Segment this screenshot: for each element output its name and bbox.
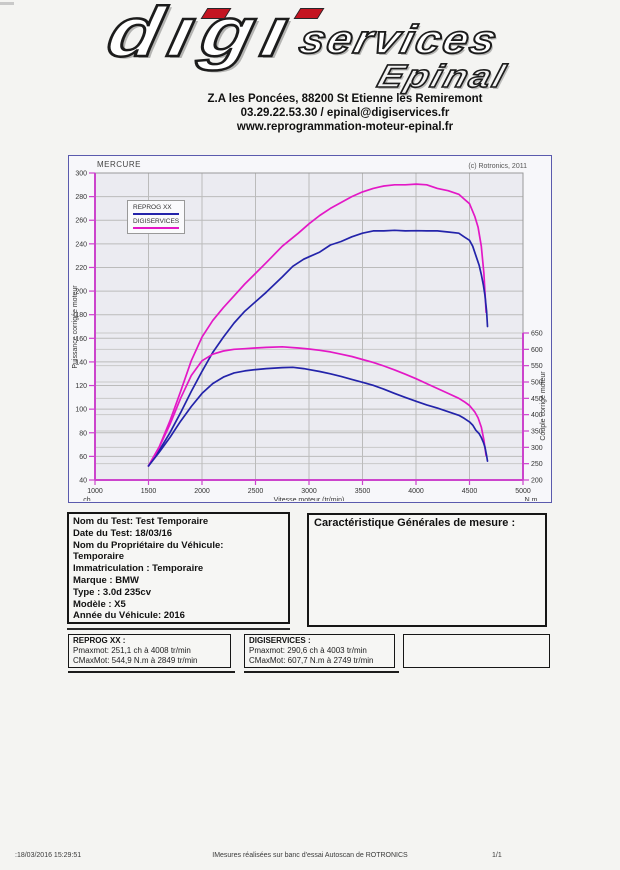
left-tick-label: 260 <box>75 218 87 225</box>
chart-title: MERCURE <box>97 160 141 169</box>
left-tick-label: 140 <box>75 359 87 366</box>
result-title: DIGISERVICES : <box>249 636 311 645</box>
company-address: Z.A les Poncées, 88200 St Etienne les Re… <box>35 92 620 134</box>
result-title: REPROG XX : <box>73 636 126 645</box>
right-tick-label: 450 <box>531 396 543 403</box>
result-underline <box>244 671 399 673</box>
dyno-chart-svg: 40 60 80 100 120 140 160 180 200 220 240 260 280 300 2… <box>72 160 547 504</box>
x-left-unit: ch <box>83 497 91 501</box>
left-tick-label: 160 <box>75 336 87 343</box>
x-tick-label: 1000 <box>87 488 103 495</box>
result-box-reprog: REPROG XX : Pmaxmot: 251,1 ch à 4008 tr/… <box>68 634 231 668</box>
test-info-line: Modèle : X5 <box>73 598 126 610</box>
right-tick-label: 550 <box>531 363 543 370</box>
x-tick-label: 2500 <box>248 488 264 495</box>
test-info-line: Type : 3.0d 235cv <box>73 586 151 598</box>
left-tick-label: 40 <box>79 478 87 485</box>
right-tick-label: 500 <box>531 380 543 387</box>
left-axis-title: Puissance corrigée moteur <box>72 285 79 369</box>
empty-result-box <box>403 634 550 668</box>
test-info-underline <box>67 628 290 630</box>
left-tick-label: 280 <box>75 194 87 201</box>
x-tick-label: 3500 <box>355 488 371 495</box>
result-line: Pmaxmot: 251,1 ch à 4008 tr/min <box>73 646 191 655</box>
left-tick-label: 220 <box>75 265 87 272</box>
logo-services: services <box>294 17 504 63</box>
test-info-line: Nom du Propriétaire du Véhicule: <box>73 539 224 551</box>
chart-legend: REPROG XX DIGISERVICES <box>127 200 186 234</box>
test-info-line: Nom du Test: Test Temporaire <box>73 516 209 527</box>
left-tick-label: 180 <box>75 312 87 319</box>
left-tick-label: 300 <box>75 171 87 178</box>
curve-DIGISERVICES couple (N.m) <box>147 345 487 467</box>
left-tick-label: 60 <box>79 454 87 461</box>
dyno-chart: 40 60 80 100 120 140 160 180 200 220 240 260 280 300 2… <box>68 155 552 504</box>
curve-REPROG XX puissance (ch) <box>147 229 489 467</box>
result-box-digiservices: DIGISERVICES : Pmaxmot: 290,6 ch à 4003 … <box>244 634 395 668</box>
result-line: CMaxMot: 607,7 N.m à 2749 tr/min <box>249 655 374 665</box>
scan-corner-mark <box>0 2 14 5</box>
result-line: Pmaxmot: 290,6 ch à 4003 tr/min <box>249 646 367 655</box>
right-axis-title: Couple corrigé moteur <box>540 371 547 441</box>
x-tick-label: 5000 <box>515 488 531 495</box>
test-info-line: Immatriculation : Temporaire <box>73 563 204 575</box>
left-tick-label: 200 <box>75 289 87 296</box>
result-underline <box>68 671 235 673</box>
footer-page-number: 1/1 <box>492 852 502 859</box>
right-tick-label: 300 <box>531 445 543 452</box>
right-tick-label: 350 <box>531 429 543 436</box>
left-tick-label: 120 <box>75 383 87 390</box>
test-info-line: Marque : BMW <box>73 574 139 586</box>
chart-copyright: (c) Rotronics, 2011 <box>468 163 527 170</box>
footer-datetime: :18/03/2016 15:29:51 <box>15 852 82 859</box>
test-info-box: Nom du Test: Test Temporaire Date du Test… <box>67 512 290 624</box>
x-tick-label: 4000 <box>408 488 424 495</box>
x-right-unit: N.m <box>525 497 538 501</box>
x-axis-title: Vitesse moteur (tr/min) <box>274 497 345 501</box>
legend-entry: REPROG XX <box>133 204 180 215</box>
footer-note: IMesures réalisées sur banc d'essai Auto… <box>212 852 408 859</box>
x-tick-label: 2000 <box>194 488 210 495</box>
curve-DIGISERVICES puissance (ch) <box>147 183 487 467</box>
left-tick-label: 240 <box>75 241 87 248</box>
test-info-line: Date du Test: 18/03/16 <box>73 527 173 539</box>
curve-REPROG XX couple (N.m) <box>147 366 489 467</box>
test-info-line: Année du Véhicule: 2016 <box>73 610 185 622</box>
x-tick-label: 3000 <box>301 488 317 495</box>
x-tick-label: 1500 <box>141 488 157 495</box>
result-line: CMaxMot: 544,9 N.m à 2849 tr/min <box>73 655 198 665</box>
left-tick-label: 100 <box>75 407 87 414</box>
address-line: Z.A les Poncées, 88200 St Etienne les Re… <box>207 93 483 105</box>
logo-epinal: Epinal <box>373 57 513 95</box>
test-info-line: Temporaire <box>73 551 125 563</box>
measure-characteristics-title: Caractéristique Générales de mesure : <box>314 517 516 529</box>
address-line: 03.29.22.53.30 / epinal@digiservices.fr <box>240 107 450 119</box>
right-tick-label: 650 <box>531 331 543 338</box>
right-tick-label: 400 <box>531 412 543 419</box>
x-tick-label: 4500 <box>462 488 478 495</box>
right-tick-label: 200 <box>531 478 543 485</box>
left-tick-label: 80 <box>79 430 87 437</box>
address-line: www.reprogrammation-moteur-epinal.fr <box>236 121 454 133</box>
legend-entry: DIGISERVICES <box>133 218 180 229</box>
right-tick-label: 250 <box>531 461 543 468</box>
measure-characteristics-box: Caractéristique Générales de mesure : <box>307 513 547 627</box>
right-tick-label: 600 <box>531 347 543 354</box>
logo-digi: dıgı <box>100 0 305 72</box>
